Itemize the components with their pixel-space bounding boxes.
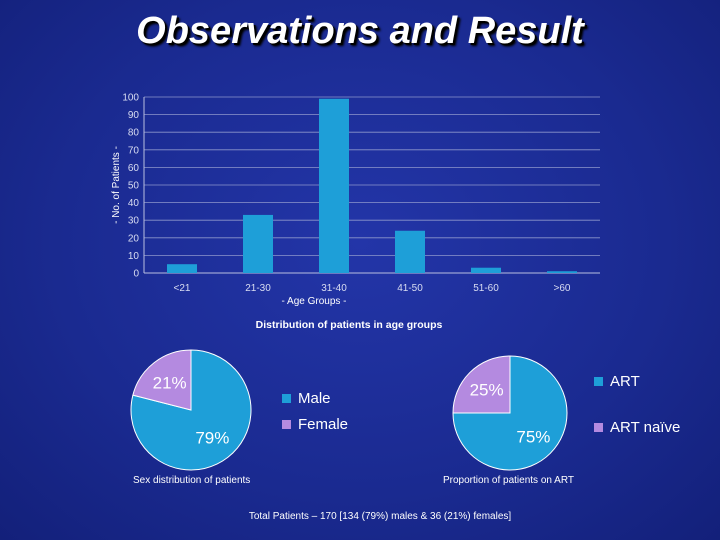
y-tick-label: 60 bbox=[128, 163, 140, 174]
age-group-bar-chart: 0 10 20 30 40 50 60 70 80 90 100 <21 21-30 31-40 41-50… bbox=[111, 93, 600, 307]
slide-title: Observations and Result bbox=[136, 10, 584, 52]
bar bbox=[547, 271, 577, 273]
x-tick-label: 51-60 bbox=[473, 283, 499, 294]
y-tick-label: 50 bbox=[128, 181, 140, 192]
legend-swatch bbox=[594, 377, 603, 386]
y-tick-label: 10 bbox=[128, 251, 140, 262]
y-tick-label: 80 bbox=[128, 128, 140, 139]
pie-data-label: 25% bbox=[470, 381, 504, 400]
y-tick-label: 30 bbox=[128, 216, 140, 227]
sex-pie-caption: Sex distribution of patients bbox=[133, 475, 251, 486]
total-patients-note: Total Patients – 170 [134 (79%) males & … bbox=[248, 511, 512, 522]
y-tick-label: 0 bbox=[133, 269, 139, 280]
pie-data-label: 79% bbox=[195, 428, 229, 447]
legend-swatch bbox=[282, 394, 291, 403]
bar bbox=[243, 214, 273, 273]
bar bbox=[167, 264, 197, 273]
y-tick-label: 100 bbox=[122, 93, 139, 104]
y-tick-label: 90 bbox=[128, 110, 140, 121]
x-tick-label: <21 bbox=[174, 283, 191, 294]
bar bbox=[471, 267, 501, 273]
x-axis-title: - Age Groups - bbox=[281, 296, 346, 307]
bar-chart-caption: Distribution of patients in age groups bbox=[255, 319, 443, 331]
y-tick-label: 40 bbox=[128, 198, 140, 209]
pie-slice bbox=[132, 349, 192, 411]
pie-data-label: 75% bbox=[516, 427, 550, 446]
x-tick-label: >60 bbox=[554, 283, 571, 294]
y-tick-label: 70 bbox=[128, 145, 140, 156]
legend-swatch bbox=[282, 420, 291, 429]
legend-swatch bbox=[594, 423, 603, 432]
legend-entry: Female bbox=[298, 416, 348, 433]
pie-slice bbox=[452, 355, 568, 471]
y-tick-label: 20 bbox=[128, 233, 140, 244]
x-tick-label: 31-40 bbox=[321, 283, 347, 294]
bar bbox=[395, 230, 425, 273]
x-tick-label: 21-30 bbox=[245, 283, 271, 294]
legend-entry: Male bbox=[298, 390, 331, 407]
legend-entry: ART bbox=[610, 373, 640, 390]
art-pie-caption: Proportion of patients on ART bbox=[443, 475, 575, 486]
legend-entry: ART naïve bbox=[610, 419, 680, 436]
pie-slice bbox=[452, 355, 511, 414]
bar bbox=[319, 98, 349, 273]
x-tick-label: 41-50 bbox=[397, 283, 423, 294]
y-axis-title: - No. of Patients - bbox=[111, 146, 122, 224]
pie-data-label: 21% bbox=[153, 374, 187, 393]
